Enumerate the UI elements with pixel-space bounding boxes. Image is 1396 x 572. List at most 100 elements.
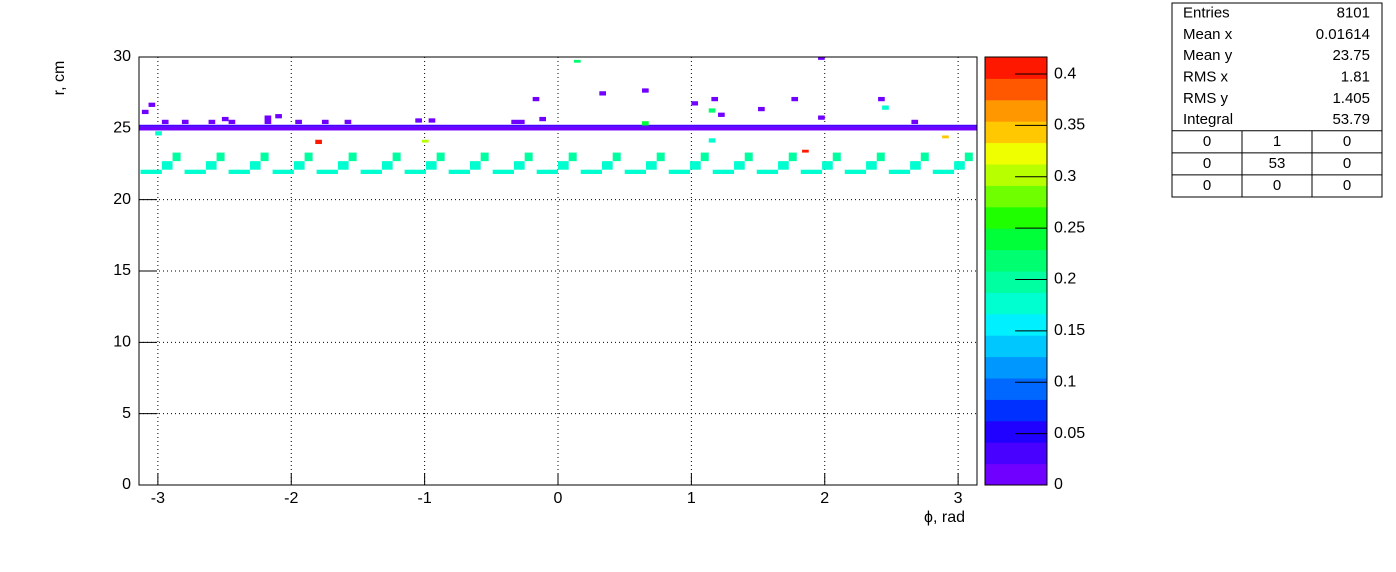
cell — [315, 139, 322, 145]
x-tick-label: -3 — [151, 490, 165, 507]
cell — [321, 119, 329, 125]
color-band — [985, 206, 1047, 229]
cell — [624, 169, 647, 174]
color-band — [985, 335, 1047, 358]
cell — [910, 161, 921, 170]
x-axis-label: ϕ, rad — [924, 509, 965, 526]
stat-grid-cell: 0 — [1343, 133, 1351, 150]
z-tick-label: 0.25 — [1054, 219, 1085, 236]
cell — [480, 152, 489, 162]
z-tick-label: 0.1 — [1054, 373, 1076, 390]
cell — [181, 119, 189, 125]
cell — [818, 57, 825, 60]
cell — [404, 169, 426, 174]
cell — [878, 96, 885, 102]
cell — [304, 152, 313, 162]
x-tick-label: 0 — [554, 490, 563, 507]
stat-grid-cell: 0 — [1343, 155, 1351, 172]
z-tick-label: 0.3 — [1054, 168, 1076, 185]
stats-box — [1171, 2, 1383, 198]
cell — [656, 152, 665, 162]
cell — [337, 161, 349, 170]
cell — [691, 101, 699, 106]
cell — [141, 109, 149, 115]
color-band — [985, 185, 1047, 208]
stat-value: 1.405 — [1332, 90, 1370, 107]
cell — [428, 118, 436, 123]
stat-value: 8101 — [1337, 5, 1370, 22]
cell — [802, 149, 809, 153]
cell — [718, 112, 725, 117]
z-tick-label: 0.15 — [1054, 322, 1085, 339]
cell — [348, 152, 357, 162]
cell — [800, 169, 823, 174]
color-band — [985, 313, 1047, 336]
cell — [469, 161, 481, 170]
cell — [205, 161, 217, 170]
cell — [249, 161, 261, 170]
z-tick-label: 0.2 — [1054, 271, 1076, 288]
cell — [524, 152, 533, 162]
cell — [293, 161, 305, 170]
cell — [513, 161, 525, 170]
cell — [221, 116, 229, 122]
cell — [316, 169, 338, 174]
cell — [228, 169, 250, 174]
cell — [690, 161, 701, 170]
y-tick-label: 30 — [113, 48, 131, 65]
x-tick-label: -1 — [418, 490, 432, 507]
y-tick-label: 15 — [113, 262, 131, 279]
cell — [920, 152, 929, 162]
cell — [888, 169, 911, 174]
plot-cells — [139, 57, 977, 174]
stat-grid-cell: 0 — [1203, 155, 1211, 172]
cell — [712, 169, 735, 174]
cell — [172, 152, 181, 162]
color-band — [985, 463, 1047, 486]
cell — [140, 169, 162, 174]
color-band — [985, 420, 1047, 443]
cell — [832, 152, 841, 162]
z-tick-label: 0 — [1054, 476, 1063, 493]
cell — [708, 138, 716, 143]
stat-value: 0.01614 — [1316, 26, 1370, 43]
cell — [260, 152, 269, 162]
color-band — [985, 57, 1047, 79]
z-tick-label: 0.35 — [1054, 117, 1085, 134]
cell — [822, 161, 833, 170]
cell — [744, 152, 753, 162]
cell — [756, 169, 779, 174]
color-band — [985, 164, 1047, 186]
cell — [536, 169, 558, 174]
cell — [228, 119, 236, 125]
stat-value: 23.75 — [1332, 47, 1370, 64]
color-band — [985, 121, 1047, 144]
stat-name: Mean x — [1183, 26, 1233, 43]
cell — [866, 161, 877, 170]
cell — [580, 169, 603, 174]
cell — [539, 116, 546, 122]
y-tick-label: 10 — [113, 334, 131, 351]
stat-grid-cell: 0 — [1343, 177, 1351, 194]
cell — [911, 119, 919, 125]
cell — [272, 169, 294, 174]
cell — [964, 152, 973, 162]
cell — [392, 152, 401, 162]
stat-value: 53.79 — [1332, 111, 1370, 128]
cell — [734, 161, 745, 170]
stat-grid-cell: 1 — [1273, 133, 1281, 150]
cell — [436, 152, 445, 162]
color-band — [985, 142, 1047, 165]
color-band — [985, 399, 1047, 422]
cell — [642, 88, 649, 93]
y-axis-label: r, cm — [51, 61, 68, 96]
stat-grid-cell: 0 — [1273, 177, 1281, 194]
cell — [876, 152, 885, 162]
cell — [216, 152, 225, 162]
stat-name: Integral — [1183, 111, 1233, 128]
cell — [492, 169, 514, 174]
z-tick-label: 0.4 — [1054, 65, 1076, 82]
z-tick-label: 0.05 — [1054, 425, 1085, 442]
cell — [511, 119, 525, 125]
cell — [264, 115, 272, 125]
